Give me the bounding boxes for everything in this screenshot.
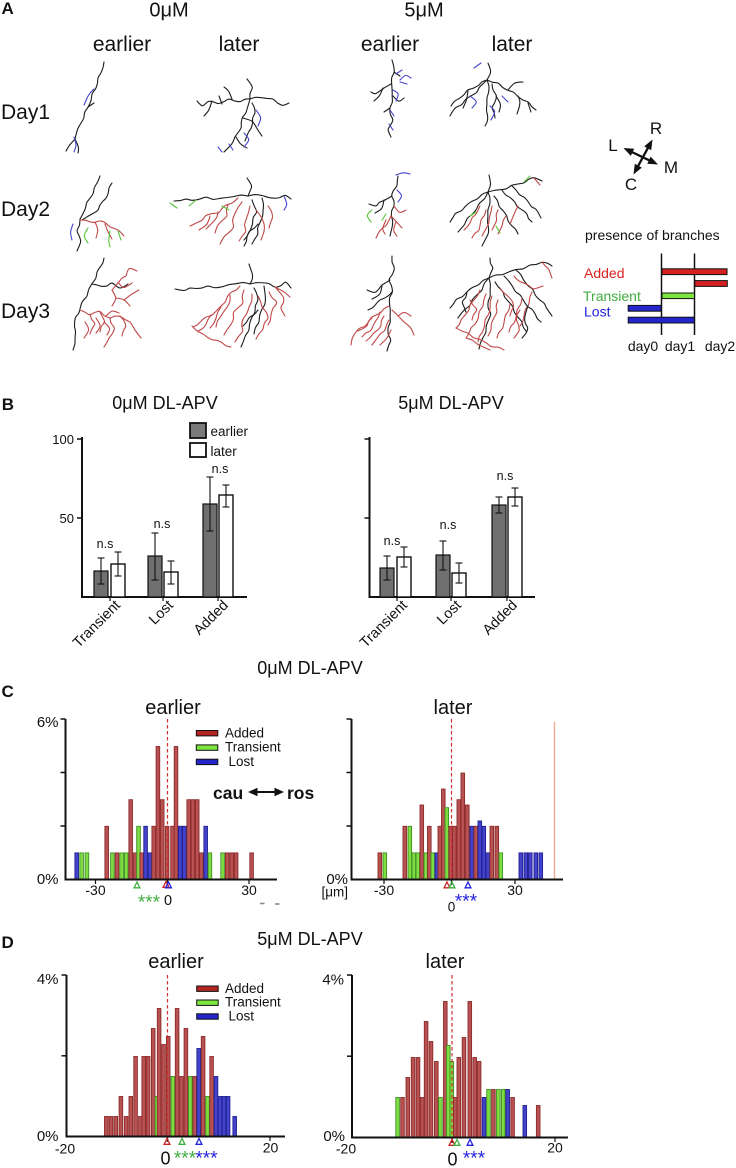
svg-text:5μM DL-APV: 5μM DL-APV bbox=[257, 929, 362, 949]
svg-text:day0: day0 bbox=[628, 338, 659, 354]
svg-text:20: 20 bbox=[547, 1140, 563, 1156]
svg-text:later: later bbox=[434, 697, 473, 719]
svg-text:later: later bbox=[219, 33, 260, 56]
svg-text:D: D bbox=[2, 933, 14, 952]
svg-text:earlier: earlier bbox=[145, 697, 201, 719]
svg-text:***: *** bbox=[463, 1149, 486, 1168]
svg-text:R: R bbox=[650, 119, 662, 138]
svg-text:earlier: earlier bbox=[93, 33, 151, 56]
svg-text:n.s: n.s bbox=[97, 537, 114, 551]
svg-text:n.s: n.s bbox=[384, 534, 401, 548]
svg-text:20: 20 bbox=[263, 1140, 279, 1156]
svg-text:C: C bbox=[2, 682, 14, 701]
svg-text:Lost: Lost bbox=[229, 754, 255, 769]
svg-text:ros: ros bbox=[287, 783, 315, 803]
svg-text:-30: -30 bbox=[85, 882, 105, 898]
svg-text:5μM: 5μM bbox=[404, 0, 443, 22]
svg-text:5μM DL-APV: 5μM DL-APV bbox=[398, 393, 503, 413]
svg-text:A: A bbox=[2, 0, 14, 18]
svg-text:earlier: earlier bbox=[148, 951, 204, 973]
svg-text:later: later bbox=[492, 33, 533, 56]
svg-text:Transient: Transient bbox=[225, 740, 281, 755]
svg-text:L: L bbox=[608, 136, 617, 155]
svg-text:Day2: Day2 bbox=[1, 198, 50, 221]
svg-text:0%: 0% bbox=[326, 871, 348, 888]
svg-text:***: *** bbox=[174, 1149, 197, 1168]
svg-text:0: 0 bbox=[447, 1150, 457, 1168]
svg-text:0μM: 0μM bbox=[149, 0, 188, 22]
svg-text:0%: 0% bbox=[323, 1128, 345, 1145]
svg-text:n.s: n.s bbox=[154, 517, 171, 531]
svg-text:Day1: Day1 bbox=[1, 101, 50, 124]
svg-text:later: later bbox=[426, 951, 465, 973]
svg-text:Day3: Day3 bbox=[1, 300, 50, 323]
svg-text:Transient: Transient bbox=[225, 995, 281, 1010]
svg-text:-30: -30 bbox=[374, 882, 394, 898]
svg-text:earlier: earlier bbox=[361, 33, 419, 56]
svg-text:earlier: earlier bbox=[211, 424, 249, 439]
svg-text:-20: -20 bbox=[55, 1141, 75, 1157]
svg-text:6%: 6% bbox=[37, 714, 59, 731]
svg-text:Lost: Lost bbox=[584, 304, 611, 320]
svg-text:***: *** bbox=[195, 1149, 218, 1168]
svg-text:n.s: n.s bbox=[497, 469, 514, 483]
svg-text:presence of branches: presence of branches bbox=[585, 227, 720, 243]
svg-text:4%: 4% bbox=[322, 972, 344, 989]
svg-text:B: B bbox=[2, 395, 14, 414]
svg-text:50: 50 bbox=[60, 511, 74, 526]
svg-text:day2: day2 bbox=[705, 338, 736, 354]
svg-text:Transient: Transient bbox=[583, 288, 641, 304]
svg-text:Added: Added bbox=[225, 726, 264, 741]
svg-text:n.s: n.s bbox=[440, 518, 457, 532]
svg-text:0μM DL-APV: 0μM DL-APV bbox=[112, 393, 217, 413]
svg-text:***: *** bbox=[138, 893, 161, 914]
svg-text:0: 0 bbox=[164, 893, 172, 909]
svg-text:4%: 4% bbox=[37, 971, 59, 988]
svg-text:later: later bbox=[211, 444, 238, 459]
svg-text:Added: Added bbox=[584, 265, 624, 281]
svg-text:-20: -20 bbox=[336, 1141, 356, 1157]
svg-text:day1: day1 bbox=[665, 338, 696, 354]
svg-text:100: 100 bbox=[52, 432, 74, 447]
svg-text:0%: 0% bbox=[37, 1128, 59, 1145]
svg-text:Lost: Lost bbox=[229, 1009, 255, 1024]
svg-text:cau: cau bbox=[213, 783, 243, 803]
svg-text:0: 0 bbox=[448, 900, 456, 915]
svg-text:0μM DL-APV: 0μM DL-APV bbox=[257, 658, 362, 678]
svg-text:***: *** bbox=[455, 892, 478, 913]
svg-text:[μm]: [μm] bbox=[321, 885, 348, 900]
svg-text:30: 30 bbox=[241, 882, 257, 898]
svg-text:0: 0 bbox=[160, 1149, 170, 1168]
svg-text:M: M bbox=[664, 158, 678, 177]
svg-text:C: C bbox=[625, 175, 637, 194]
svg-text:30: 30 bbox=[507, 882, 523, 898]
svg-text:Added: Added bbox=[225, 981, 264, 996]
svg-text:n.s: n.s bbox=[212, 462, 229, 476]
svg-text:0%: 0% bbox=[37, 871, 59, 888]
